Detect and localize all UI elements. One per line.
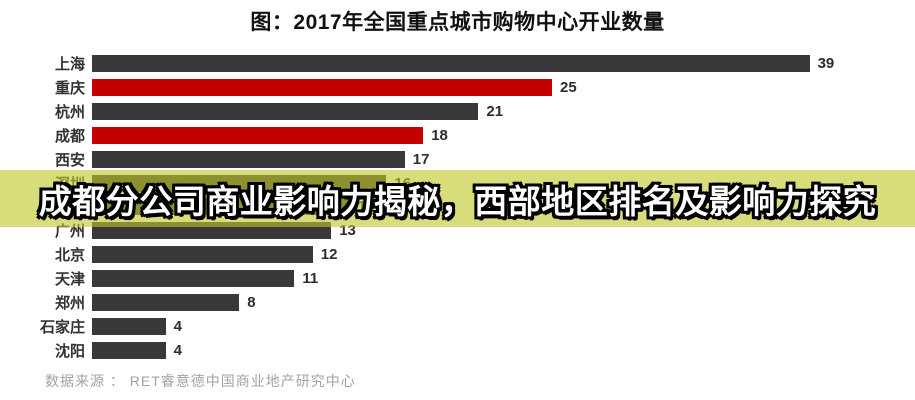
bar-value: 39 bbox=[817, 55, 835, 73]
bar-value: 12 bbox=[320, 246, 338, 264]
data-source-caption: 数据来源 ： RET睿意德中国商业地产研究中心 bbox=[45, 373, 356, 389]
bar-row: 西安 17 bbox=[0, 147, 915, 171]
bar-row: 北京 12 bbox=[0, 243, 915, 267]
category-label: 杭州 bbox=[54, 104, 85, 122]
headline-overlay-band: 成都分公司商业影响力揭秘，西部地区排名及影响力探究 bbox=[0, 170, 915, 227]
category-label: 重庆 bbox=[54, 80, 85, 98]
bar-row: 沈阳 4 bbox=[0, 338, 915, 362]
bar bbox=[92, 79, 552, 97]
bar bbox=[92, 246, 313, 264]
bar-row: 石家庄 4 bbox=[0, 314, 915, 338]
bar-value: 4 bbox=[173, 317, 182, 335]
bar-row: 天津 11 bbox=[0, 267, 915, 291]
bar-row: 郑州 8 bbox=[0, 290, 915, 314]
category-label: 西安 bbox=[54, 151, 85, 169]
bar-chart: 上海39重庆25杭州21成都18西安17深圳16武汉14广州13北京12天津11… bbox=[0, 52, 915, 362]
bar-value: 17 bbox=[412, 150, 430, 168]
bar-value: 8 bbox=[247, 293, 256, 311]
bar-value: 21 bbox=[486, 103, 504, 121]
bar-row: 成都 18 bbox=[0, 124, 915, 148]
bar-value: 11 bbox=[302, 270, 319, 288]
category-label: 天津 bbox=[54, 271, 85, 289]
category-label: 沈阳 bbox=[54, 342, 85, 360]
bar bbox=[92, 103, 479, 121]
bar bbox=[92, 126, 424, 144]
bar bbox=[92, 341, 166, 359]
headline-text: 成都分公司商业影响力揭秘，西部地区排名及影响力探究 bbox=[38, 182, 877, 220]
category-label: 郑州 bbox=[54, 294, 85, 312]
bar bbox=[92, 270, 295, 288]
bar bbox=[92, 293, 240, 311]
bar-value: 18 bbox=[431, 126, 448, 144]
category-label: 广州 bbox=[54, 223, 85, 241]
category-label: 石家庄 bbox=[39, 318, 85, 336]
bar-value: 25 bbox=[560, 79, 577, 97]
bar bbox=[92, 55, 810, 73]
category-label: 上海 bbox=[54, 56, 85, 74]
bar-value: 4 bbox=[173, 341, 182, 359]
chart-title: 图：2017年全国重点城市购物中心开业数量 bbox=[250, 11, 665, 34]
category-label: 北京 bbox=[54, 247, 85, 265]
bar-row: 杭州 21 bbox=[0, 100, 915, 124]
bar bbox=[92, 317, 166, 335]
category-label: 成都 bbox=[54, 127, 85, 145]
bar bbox=[92, 150, 405, 168]
bar-row: 上海 39 bbox=[0, 52, 915, 76]
bar-row: 重庆 25 bbox=[0, 76, 915, 100]
